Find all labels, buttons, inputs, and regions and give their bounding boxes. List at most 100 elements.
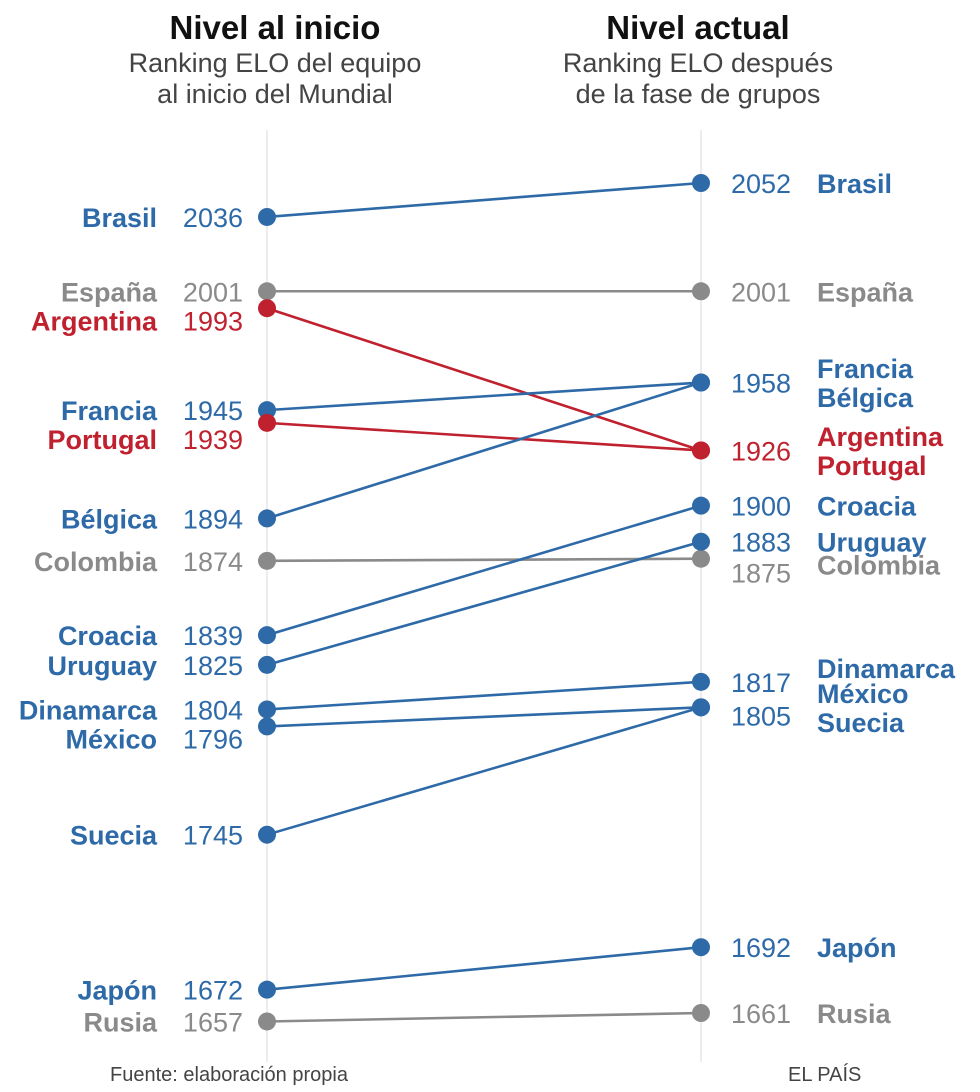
end-value-1900: 1900 — [731, 492, 791, 522]
right-team-label-croacia: Croacia — [817, 492, 917, 522]
slope-line-mexico — [266, 706, 702, 728]
start-dot-croacia — [258, 626, 276, 645]
slope-line-argentina — [266, 307, 702, 452]
right-column-subtitle-line-1: Ranking ELO después — [562, 48, 834, 78]
start-dot-mexico — [258, 717, 276, 736]
slope-line-suecia — [266, 706, 702, 836]
start-dot-portugal — [258, 413, 276, 432]
start-value-francia: 1945 — [183, 396, 243, 426]
end-value-1958: 1958 — [731, 369, 791, 399]
start-value-rusia: 1657 — [183, 1007, 243, 1037]
left-team-label-belgica: Bélgica — [61, 504, 158, 534]
start-value-suecia: 1745 — [183, 821, 243, 851]
right-team-label-espana: España — [817, 277, 914, 307]
start-dot-francia — [258, 401, 276, 420]
start-dot-brasil — [258, 207, 276, 226]
start-value-portugal: 1939 — [183, 425, 243, 455]
right-team-label-colombia: Colombia — [817, 551, 941, 581]
end-value-1875: 1875 — [731, 559, 791, 589]
end-dot-colombia — [692, 549, 710, 568]
right-column-subtitle-line-2: de la fase de grupos — [575, 79, 821, 109]
right-team-label-brasil: Brasil — [817, 169, 892, 199]
start-value-brasil: 2036 — [183, 203, 243, 233]
left-team-label-suecia: Suecia — [70, 821, 158, 851]
slope-line-uruguay — [266, 540, 702, 667]
left-team-label-espana: España — [61, 277, 158, 307]
end-value-1692: 1692 — [731, 933, 791, 963]
start-value-croacia: 1839 — [183, 621, 243, 651]
left-team-label-uruguay: Uruguay — [47, 651, 157, 681]
left-team-label-rusia: Rusia — [83, 1007, 158, 1037]
end-dot-rusia — [692, 1004, 710, 1022]
end-dot-suecia — [692, 698, 710, 717]
slope-line-francia — [266, 381, 702, 412]
left-team-label-croacia: Croacia — [58, 621, 158, 651]
left-team-label-francia: Francia — [61, 396, 158, 426]
left-column-title: Nivel al inicio — [169, 9, 381, 46]
right-team-label-uruguay: Uruguay — [817, 528, 927, 558]
right-team-label-belgica: Bélgica — [817, 383, 914, 413]
right-team-label-japon: Japón — [817, 933, 897, 963]
left-team-label-colombia: Colombia — [34, 547, 158, 577]
start-value-espana: 2001 — [183, 277, 243, 307]
end-value-2052: 2052 — [731, 169, 791, 199]
start-dot-japon — [258, 980, 276, 999]
right-team-label-francia: Francia — [817, 354, 914, 384]
start-dot-espana — [258, 282, 276, 301]
brand-credit: EL PAÍS — [788, 1064, 862, 1086]
left-team-label-brasil: Brasil — [82, 203, 157, 233]
slope-line-portugal — [266, 421, 702, 452]
end-value-1883: 1883 — [731, 528, 791, 558]
left-team-label-dinamarca: Dinamarca — [19, 695, 158, 725]
slope-line-japon — [266, 945, 702, 991]
source-note: Fuente: elaboración propia — [110, 1064, 348, 1086]
end-dot-portugal — [692, 441, 710, 460]
start-value-japon: 1672 — [183, 976, 243, 1006]
end-value-1926: 1926 — [731, 436, 791, 466]
right-team-label-argentina: Argentina — [817, 422, 944, 452]
slope-line-colombia — [266, 557, 702, 563]
left-team-label-argentina: Argentina — [31, 306, 158, 336]
right-team-label-rusia: Rusia — [817, 999, 892, 1029]
start-dot-suecia — [258, 825, 276, 844]
slope-line-brasil — [266, 181, 702, 219]
start-dot-dinamarca — [258, 700, 276, 719]
end-value-2001: 2001 — [731, 277, 791, 307]
end-dot-brasil — [692, 174, 710, 192]
end-value-1661: 1661 — [731, 999, 791, 1029]
start-value-dinamarca: 1804 — [183, 695, 243, 725]
start-dot-argentina — [258, 299, 276, 318]
slope-line-dinamarca — [266, 680, 702, 711]
left-column-subtitle-line-2: al inicio del Mundial — [157, 79, 393, 109]
left-team-label-japon: Japón — [77, 976, 157, 1006]
start-value-argentina: 1993 — [183, 306, 243, 336]
end-dot-dinamarca — [692, 672, 710, 691]
left-team-label-portugal: Portugal — [47, 425, 157, 455]
end-dot-japon — [692, 938, 710, 957]
start-value-uruguay: 1825 — [183, 651, 243, 681]
left-column-subtitle-line-1: Ranking ELO del equipo — [128, 48, 422, 78]
start-dot-rusia — [258, 1012, 276, 1031]
end-dot-croacia — [692, 496, 710, 515]
right-team-label-dinamarca: Dinamarca — [817, 654, 956, 684]
left-team-label-mexico: México — [65, 724, 157, 754]
start-dot-belgica — [258, 509, 276, 528]
end-dot-belgica — [692, 373, 710, 392]
left-column-header: Nivel al inicio Ranking ELO del equipo a… — [65, 8, 485, 110]
right-team-label-portugal: Portugal — [817, 451, 927, 481]
right-team-label-mexico: México — [817, 679, 909, 709]
start-value-mexico: 1796 — [183, 724, 243, 754]
end-dot-espana — [692, 282, 710, 301]
start-dot-uruguay — [258, 655, 276, 674]
right-column-title: Nivel actual — [606, 9, 790, 46]
right-team-label-suecia: Suecia — [817, 708, 905, 738]
right-column-header: Nivel actual Ranking ELO después de la f… — [488, 8, 908, 110]
slope-line-croacia — [266, 504, 702, 637]
end-value-1805: 1805 — [731, 701, 791, 731]
end-dot-uruguay — [692, 532, 710, 551]
slope-line-rusia — [266, 1011, 702, 1023]
start-value-belgica: 1894 — [183, 504, 243, 534]
start-value-colombia: 1874 — [183, 547, 243, 577]
slope-line-belgica — [266, 381, 702, 520]
